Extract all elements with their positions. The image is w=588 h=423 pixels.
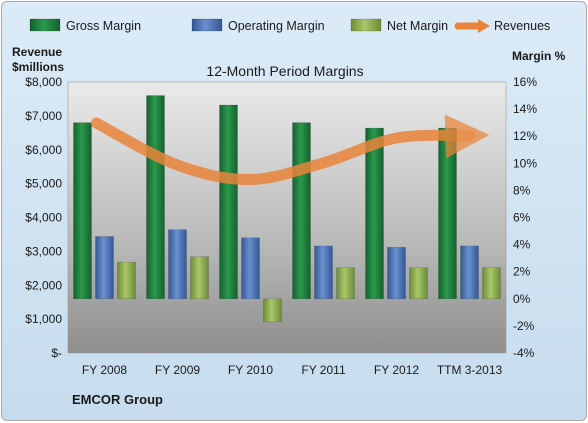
x-axis-ticks: FY 2008 FY 2009 FY 2010 FY 2011 FY 2012 TTM 3… bbox=[82, 363, 503, 377]
net-margin-bar bbox=[337, 268, 355, 299]
gross-margin-bar bbox=[293, 123, 311, 299]
net-margin-bar bbox=[264, 299, 282, 322]
left-tick-label: $- bbox=[51, 346, 62, 360]
right-tick-label: 10% bbox=[513, 156, 537, 170]
gross-margin-bar bbox=[147, 96, 165, 299]
left-tick-label: $1,000 bbox=[25, 312, 62, 326]
operating-margin-bar bbox=[461, 246, 479, 299]
left-tick-label: $6,000 bbox=[25, 143, 62, 157]
operating-margin-bar bbox=[169, 230, 187, 299]
right-tick-label: -2% bbox=[513, 319, 535, 333]
chart-title: 12-Month Period Margins bbox=[206, 63, 363, 79]
right-tick-label: 4% bbox=[513, 238, 531, 252]
legend-label-net-margin: Net Margin bbox=[387, 19, 448, 33]
legend-swatch-operating-margin bbox=[192, 19, 222, 31]
net-margin-bar bbox=[191, 257, 209, 299]
right-tick-label: 16% bbox=[513, 75, 537, 89]
left-axis-ticks: $- $1,000 $2,000 $3,000 $4,000 $5,000 $6,000 $7… bbox=[25, 75, 62, 360]
operating-margin-bar bbox=[242, 238, 260, 299]
x-tick-label: TTM 3-2013 bbox=[437, 363, 503, 377]
operating-margin-bar bbox=[388, 247, 406, 298]
legend-swatch-net-margin bbox=[351, 19, 381, 31]
left-tick-label: $2,000 bbox=[25, 278, 62, 292]
gross-margin-bar bbox=[439, 128, 457, 299]
operating-margin-bar bbox=[315, 246, 333, 299]
gross-margin-bar bbox=[366, 128, 384, 299]
legend-swatch-gross-margin bbox=[30, 19, 60, 31]
x-tick-label: FY 2010 bbox=[228, 363, 273, 377]
right-tick-label: -4% bbox=[513, 346, 535, 360]
net-margin-bar bbox=[118, 262, 136, 299]
left-tick-label: $4,000 bbox=[25, 211, 62, 225]
x-tick-label: FY 2009 bbox=[155, 363, 200, 377]
legend-label-revenues: Revenues bbox=[494, 19, 550, 33]
x-tick-label: FY 2012 bbox=[374, 363, 419, 377]
right-tick-label: 2% bbox=[513, 265, 531, 279]
right-tick-label: 14% bbox=[513, 102, 537, 116]
left-tick-label: $8,000 bbox=[25, 75, 62, 89]
right-axis-label: Margin % bbox=[512, 49, 566, 63]
operating-margin-bar bbox=[96, 236, 114, 298]
right-tick-label: 12% bbox=[513, 129, 537, 143]
net-margin-bar bbox=[483, 268, 501, 299]
right-tick-label: 8% bbox=[513, 183, 531, 197]
right-tick-label: 6% bbox=[513, 211, 531, 225]
legend-arrow-revenues bbox=[478, 19, 490, 33]
legend: Gross Margin Operating Margin Net Margin Re… bbox=[30, 19, 550, 33]
left-tick-label: $7,000 bbox=[25, 109, 62, 123]
right-axis-ticks: -4% -2% 0% 2% 4% 6% 8% 10% 12% 14% 16% bbox=[513, 75, 537, 360]
legend-label-gross-margin: Gross Margin bbox=[66, 19, 141, 33]
left-axis-label-line2: $millions bbox=[12, 60, 64, 74]
left-axis-label-line1: Revenue bbox=[12, 45, 62, 59]
left-tick-label: $3,000 bbox=[25, 244, 62, 258]
net-margin-bar bbox=[410, 268, 428, 299]
legend-label-operating-margin: Operating Margin bbox=[228, 19, 325, 33]
gross-margin-bar bbox=[74, 123, 92, 299]
x-tick-label: FY 2008 bbox=[82, 363, 127, 377]
gross-margin-bar bbox=[220, 105, 238, 299]
right-tick-label: 0% bbox=[513, 292, 531, 306]
left-tick-label: $5,000 bbox=[25, 177, 62, 191]
x-tick-label: FY 2011 bbox=[301, 363, 346, 377]
company-name: EMCOR Group bbox=[72, 392, 163, 407]
